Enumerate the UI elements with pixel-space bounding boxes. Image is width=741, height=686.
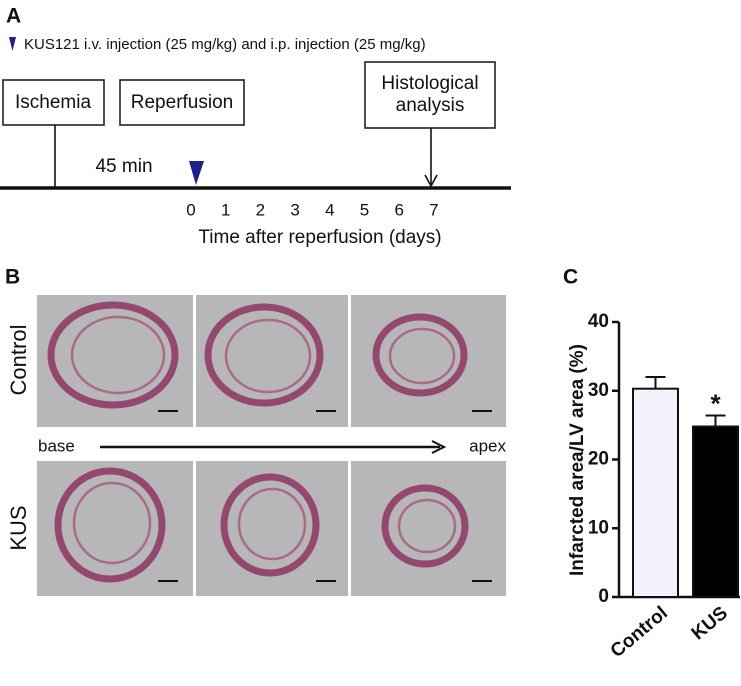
time-tick-label: 2 [256,200,265,219]
histology-images [37,295,506,596]
y-tick-label: 0 [598,586,609,607]
box [119,79,245,126]
marker-icon [9,37,16,51]
x-tick-label: KUS [688,603,732,645]
axis-label: Time after reperfusion (days) [198,227,441,248]
panel-label: A [6,5,21,28]
x-tick-label: Control [607,603,672,663]
box [364,61,496,129]
y-tick-label: 10 [588,517,609,538]
box-text: Histological [381,73,478,94]
significance: * [710,388,721,418]
panel-label: B [5,266,20,289]
bar [692,425,739,598]
time-tick-label: 4 [325,200,334,219]
y-axis-label: Infarcted area/LV area (%) [567,344,588,576]
time-tick-label: 6 [394,200,403,219]
time-tick-label: 5 [360,200,369,219]
box-text: Ischemia [15,92,91,113]
bar [632,387,679,598]
injection-marker [189,161,204,185]
arrow-head [431,440,447,454]
time-tick-label: 1 [221,200,230,219]
y-tick-label: 40 [588,311,609,332]
panel-label: C [563,266,578,289]
box-text: analysis [396,95,465,116]
time-tick-label: 0 [186,200,195,219]
time-ticks: 0 1 2 3 4 5 6 7 [186,200,438,219]
arrow-head [424,174,438,188]
time-tick-label: 7 [429,200,438,219]
start-label: base [38,436,75,455]
y-tick-label: 30 [588,380,609,401]
duration: 45 min [95,156,152,177]
box-text: Reperfusion [131,92,233,113]
y-tick-label: 20 [588,449,609,470]
legend-text: KUS121 i.v. injection (25 mg/kg) and i.p… [24,36,426,53]
row-label: Control [6,325,31,396]
bar-chart: 0 10 20 30 40 Control KUS * [588,311,740,662]
row-label: KUS [6,505,31,550]
box [2,79,105,126]
end-label: apex [469,436,506,455]
time-tick-label: 3 [290,200,299,219]
